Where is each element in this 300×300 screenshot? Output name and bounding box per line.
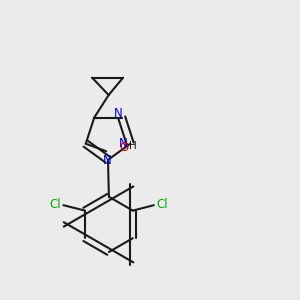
Text: Cl: Cl (156, 197, 168, 211)
Text: O: O (119, 141, 128, 154)
Text: N: N (103, 154, 112, 167)
Text: H: H (129, 141, 136, 151)
Text: Cl: Cl (49, 197, 61, 211)
Text: N: N (119, 137, 128, 150)
Text: N: N (114, 107, 122, 121)
